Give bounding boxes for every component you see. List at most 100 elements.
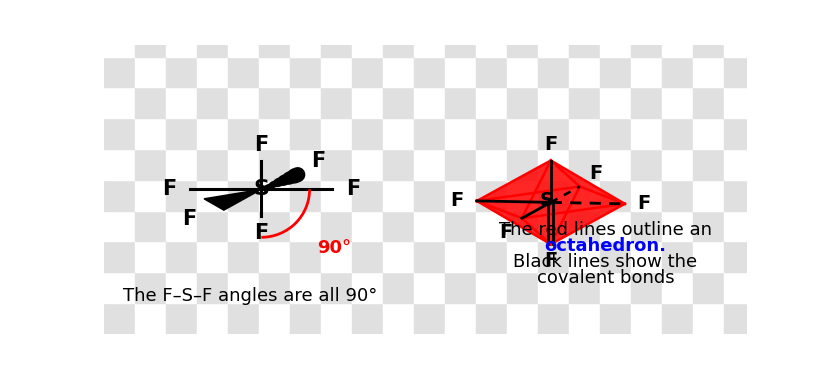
Bar xyxy=(227,180,259,210)
Bar xyxy=(538,303,569,334)
Bar xyxy=(352,242,383,272)
Bar xyxy=(507,242,538,272)
Bar xyxy=(569,272,600,303)
Bar xyxy=(693,0,724,26)
Bar xyxy=(413,0,445,26)
Bar xyxy=(476,149,507,180)
Bar xyxy=(754,242,786,272)
Bar xyxy=(290,26,320,57)
Bar xyxy=(383,149,413,180)
Bar xyxy=(754,303,786,334)
Bar xyxy=(320,210,352,242)
Bar xyxy=(569,180,600,210)
Bar xyxy=(569,303,600,334)
Bar xyxy=(197,303,227,334)
Bar xyxy=(600,149,631,180)
Bar xyxy=(290,149,320,180)
Bar xyxy=(134,87,166,118)
Bar xyxy=(352,57,383,87)
Bar xyxy=(259,118,290,149)
Bar xyxy=(259,303,290,334)
Bar xyxy=(134,0,166,26)
Text: F: F xyxy=(254,223,268,243)
Bar xyxy=(538,26,569,57)
Bar xyxy=(569,0,600,26)
Text: F: F xyxy=(544,251,558,270)
Bar xyxy=(538,118,569,149)
Bar xyxy=(662,180,693,210)
Bar xyxy=(166,149,197,180)
Bar xyxy=(600,57,631,87)
Bar xyxy=(507,26,538,57)
Polygon shape xyxy=(476,160,551,218)
Bar xyxy=(290,242,320,272)
Bar xyxy=(724,149,754,180)
Bar xyxy=(352,118,383,149)
Text: F: F xyxy=(451,191,464,210)
Bar xyxy=(227,26,259,57)
Bar xyxy=(259,272,290,303)
Bar xyxy=(724,57,754,87)
Bar xyxy=(754,272,786,303)
Bar xyxy=(352,0,383,26)
Bar xyxy=(476,180,507,210)
Bar xyxy=(754,57,786,87)
Bar xyxy=(290,180,320,210)
Bar xyxy=(352,180,383,210)
Bar xyxy=(134,118,166,149)
Bar xyxy=(166,0,197,26)
Bar xyxy=(445,26,476,57)
Bar xyxy=(352,303,383,334)
Bar xyxy=(662,303,693,334)
Text: F: F xyxy=(162,179,176,200)
Bar xyxy=(631,149,662,180)
Text: Black lines show the: Black lines show the xyxy=(514,253,697,271)
Bar xyxy=(104,118,134,149)
Bar xyxy=(320,26,352,57)
Bar xyxy=(538,242,569,272)
Bar xyxy=(445,242,476,272)
Bar xyxy=(259,242,290,272)
Bar xyxy=(320,149,352,180)
Bar xyxy=(383,303,413,334)
Bar xyxy=(445,180,476,210)
Bar xyxy=(259,210,290,242)
Bar xyxy=(507,149,538,180)
Polygon shape xyxy=(204,189,261,210)
Bar xyxy=(413,149,445,180)
Bar xyxy=(662,57,693,87)
Bar xyxy=(538,87,569,118)
Bar xyxy=(476,57,507,87)
Bar xyxy=(104,180,134,210)
Bar xyxy=(290,272,320,303)
Bar xyxy=(445,149,476,180)
Bar xyxy=(754,26,786,57)
Bar xyxy=(631,272,662,303)
Bar xyxy=(320,180,352,210)
Text: The F–S–F angles are all 90°: The F–S–F angles are all 90° xyxy=(123,287,378,305)
Bar xyxy=(320,303,352,334)
Bar xyxy=(383,0,413,26)
Bar xyxy=(476,272,507,303)
Bar xyxy=(104,87,134,118)
Bar xyxy=(754,0,786,26)
Bar xyxy=(754,149,786,180)
Polygon shape xyxy=(522,204,625,244)
Bar xyxy=(413,303,445,334)
Bar xyxy=(693,26,724,57)
Bar xyxy=(538,57,569,87)
Bar xyxy=(134,272,166,303)
Bar xyxy=(413,26,445,57)
Bar xyxy=(166,26,197,57)
Bar xyxy=(724,118,754,149)
Bar xyxy=(693,87,724,118)
Bar xyxy=(290,0,320,26)
Bar xyxy=(538,210,569,242)
Bar xyxy=(290,87,320,118)
Bar xyxy=(445,118,476,149)
Bar xyxy=(166,57,197,87)
Bar xyxy=(104,0,134,26)
Text: F: F xyxy=(544,135,558,154)
Bar xyxy=(383,57,413,87)
Text: The red lines outline an: The red lines outline an xyxy=(499,221,712,239)
